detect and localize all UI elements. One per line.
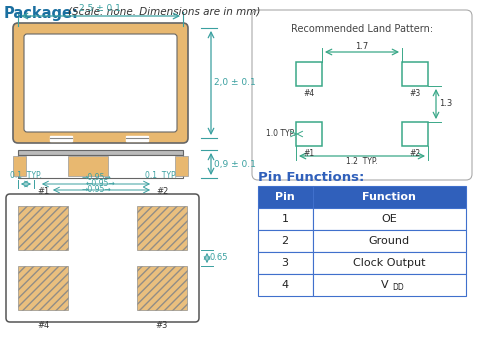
Text: Pin: Pin: [275, 192, 295, 202]
Text: Ground: Ground: [369, 236, 409, 246]
Text: #2: #2: [156, 187, 168, 196]
Bar: [258, 274, 313, 296]
Bar: [313, 208, 466, 230]
Text: 0.65: 0.65: [210, 253, 228, 262]
Bar: [402, 62, 428, 86]
Text: 1.3: 1.3: [439, 99, 452, 109]
Text: 1.0 TYP.: 1.0 TYP.: [266, 130, 296, 138]
Text: 1.2  TYP.: 1.2 TYP.: [346, 157, 378, 166]
Text: #4: #4: [37, 321, 49, 330]
Bar: [50, 136, 72, 141]
Text: 2: 2: [281, 236, 288, 246]
Text: Recommended Land Pattern:: Recommended Land Pattern:: [291, 24, 433, 34]
Bar: [175, 156, 188, 176]
Bar: [13, 156, 26, 176]
Text: Package:: Package:: [4, 6, 79, 21]
Text: #2: #2: [409, 149, 420, 158]
Bar: [296, 62, 322, 86]
FancyBboxPatch shape: [252, 10, 472, 180]
Bar: [133, 314, 157, 321]
Bar: [68, 156, 108, 176]
Text: ←0.95→: ←0.95→: [86, 179, 116, 188]
FancyBboxPatch shape: [24, 34, 177, 132]
Bar: [48, 314, 72, 321]
Text: OE: OE: [381, 214, 397, 224]
Text: #3: #3: [409, 89, 420, 98]
Text: 2,0 ± 0.1: 2,0 ± 0.1: [214, 79, 256, 88]
Text: #4: #4: [303, 89, 314, 98]
Text: #3: #3: [156, 321, 168, 330]
Text: 2.5 ± 0.1: 2.5 ± 0.1: [79, 4, 121, 13]
FancyBboxPatch shape: [13, 23, 188, 143]
Text: 0,9 ± 0.1: 0,9 ± 0.1: [214, 159, 256, 168]
Bar: [258, 208, 313, 230]
Text: #1: #1: [37, 187, 49, 196]
Text: DD: DD: [392, 283, 404, 292]
Text: 1.7: 1.7: [355, 42, 369, 51]
Text: V: V: [381, 280, 389, 290]
Text: 3: 3: [281, 258, 288, 268]
Bar: [296, 122, 322, 146]
Bar: [313, 186, 466, 208]
FancyBboxPatch shape: [6, 194, 199, 322]
Bar: [137, 206, 187, 250]
Bar: [18, 206, 68, 250]
Text: →0.95→: →0.95→: [81, 173, 111, 182]
Bar: [313, 274, 466, 296]
Bar: [402, 122, 428, 146]
Bar: [137, 266, 187, 310]
Text: (Scale: none. Dimensions are in mm): (Scale: none. Dimensions are in mm): [68, 6, 260, 16]
Text: 1: 1: [281, 214, 288, 224]
Bar: [126, 136, 148, 141]
Bar: [258, 186, 313, 208]
Text: Pin Functions:: Pin Functions:: [258, 171, 364, 184]
Text: 4: 4: [281, 280, 288, 290]
Circle shape: [37, 82, 49, 94]
Bar: [313, 252, 466, 274]
Text: 0.1  TYP.: 0.1 TYP.: [145, 171, 177, 180]
Text: Function: Function: [362, 192, 416, 202]
Bar: [18, 155, 183, 178]
Text: #1: #1: [303, 149, 314, 158]
Text: →0.95→: →0.95→: [81, 185, 111, 194]
Bar: [133, 195, 157, 202]
Bar: [258, 230, 313, 252]
Bar: [313, 230, 466, 252]
Text: 0.1  TYP.: 0.1 TYP.: [10, 171, 42, 180]
Bar: [48, 195, 72, 202]
Bar: [258, 252, 313, 274]
Bar: [18, 266, 68, 310]
Text: Clock Output: Clock Output: [353, 258, 425, 268]
Bar: [18, 150, 183, 155]
